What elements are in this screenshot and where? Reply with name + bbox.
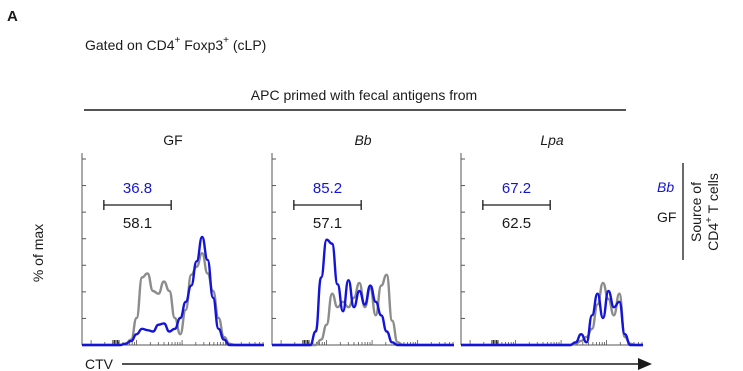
gate-label-gf: 58.1 [123,215,152,232]
histogram-panels: GF 36.8 58.1 Bb 85.2 57.1 Lpa 67.2 62.5 [81,132,643,347]
x-axis-label: CTV [85,356,114,371]
legend-gf: GF [657,209,676,225]
panel-title: Lpa [540,132,564,148]
legend-title-line2: CD4+ T cells [704,173,721,251]
y-axis-label: % of max [30,224,46,282]
gating-suffix: (cLP) [229,37,266,53]
gating-sup-foxp3: + [223,35,229,46]
series-gf-line [271,273,454,347]
series-gf-line [460,281,643,347]
gating-sup-cd4: + [175,35,181,46]
series-bb-line [460,289,643,347]
gate-label-bb: 67.2 [502,180,531,197]
x-axis-arrow-head [638,358,652,370]
gate-label-bb: 36.8 [123,180,152,197]
series-bb-line [81,235,264,347]
legend-title-line1: Source of [688,182,704,242]
gating-mid: Foxp3 [180,37,223,53]
panel-letter: A [7,8,18,25]
gate-label-gf: 57.1 [313,215,342,232]
legend-bb: Bb [657,179,674,195]
gate-label-bb: 85.2 [313,180,342,197]
legend-title-suffix: T cells [705,173,721,217]
gating-label: Gated on CD4+ Foxp3+ (cLP) [85,35,266,53]
series-bb-line [271,238,454,347]
gate-label-gf: 62.5 [502,215,531,232]
apc-header: APC primed with fecal antigens from [251,87,477,103]
panel-title: Bb [354,132,371,148]
legend-title-cd4: CD4 [705,223,721,251]
panel-title: GF [163,132,182,148]
gating-prefix: Gated on CD4 [85,37,175,53]
legend-title-sup: + [704,217,715,223]
series-gf-line [81,252,264,347]
